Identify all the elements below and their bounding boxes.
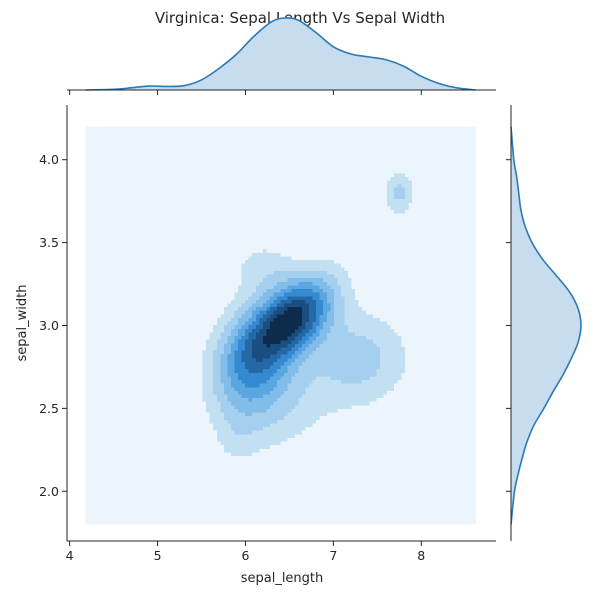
x-tick-label: 7 [329, 548, 337, 563]
y-tick-label: 4.0 [39, 152, 59, 167]
x-tick-label: 8 [417, 548, 425, 563]
y-marginal-density [506, 105, 582, 541]
joint-kde-plot [85, 126, 476, 525]
kde-contour-level-8 [262, 307, 302, 348]
y-tick-label: 2.0 [39, 484, 59, 499]
y-tick-label: 2.5 [39, 401, 59, 416]
x-marginal-line [85, 17, 476, 91]
x-tick-label: 5 [154, 548, 162, 563]
x-marginal-density [67, 17, 496, 95]
y-tick-label: 3.5 [39, 235, 59, 250]
y-axis-label: sepal_width [15, 285, 30, 362]
axes: 4 5 6 7 8 2.0 2.5 3.0 3.5 4.0 [39, 105, 496, 563]
y-tick-label: 3.0 [39, 318, 59, 333]
x-tick-label: 6 [241, 548, 249, 563]
x-marginal-fill [85, 17, 476, 91]
chart-title: Virginica: Sepal Length Vs Sepal Width [155, 9, 445, 27]
x-axis-label: sepal_length [241, 571, 324, 586]
y-marginal-fill [511, 126, 581, 525]
x-tick-label: 4 [66, 548, 74, 563]
y-marginal-line [510, 126, 582, 525]
